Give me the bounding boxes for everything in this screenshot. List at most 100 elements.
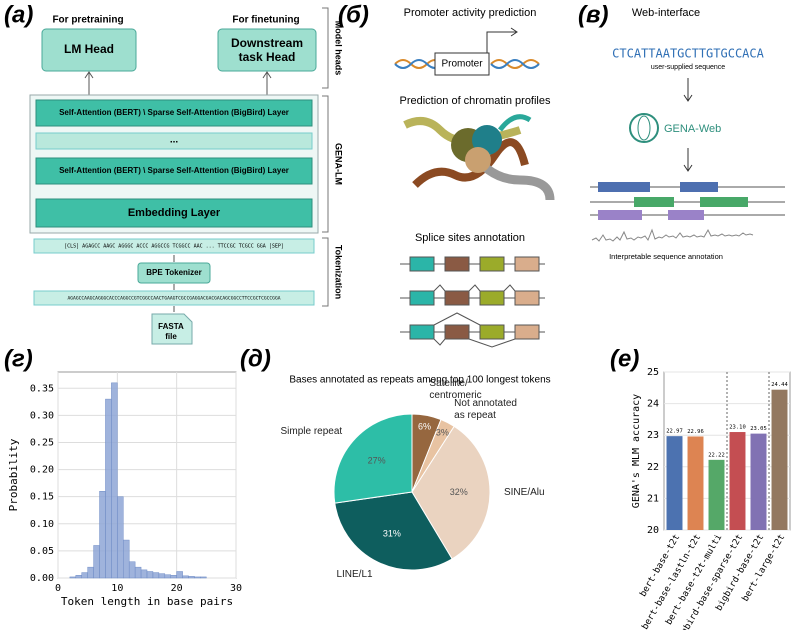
head-box bbox=[217, 28, 317, 72]
y-tick-label: 0.25 bbox=[30, 437, 54, 448]
exon bbox=[514, 256, 540, 272]
splice-illustration bbox=[400, 256, 545, 348]
bracket bbox=[322, 237, 329, 307]
y-tick-label: 21 bbox=[647, 493, 659, 504]
layer bbox=[35, 99, 313, 127]
head-label: LM Head bbox=[64, 42, 114, 56]
slice-value-label: 3% bbox=[436, 427, 449, 437]
x-tick-label: 10 bbox=[111, 583, 123, 594]
value-label: 22.97 bbox=[666, 429, 683, 435]
caption: Interpretable sequence annotation bbox=[609, 252, 723, 261]
file-icon bbox=[151, 313, 193, 345]
histogram-bar bbox=[140, 569, 148, 579]
panel-label: (б) bbox=[338, 1, 369, 28]
panel-title: Prediction of chromatin profiles bbox=[399, 95, 551, 107]
layer bbox=[35, 198, 313, 228]
panel-a: For pretraining For finetuning LM Head D… bbox=[29, 7, 344, 345]
feature bbox=[598, 210, 642, 220]
sequence: CTCATTAATGCTTGTGCCACA bbox=[612, 47, 764, 61]
value-label: 22.96 bbox=[687, 429, 704, 435]
exon bbox=[514, 324, 540, 340]
panel-title: Splice sites annotation bbox=[415, 232, 525, 244]
histogram-bar bbox=[164, 574, 171, 579]
plot-area bbox=[663, 371, 791, 531]
chart-title: Bases annotated as repeats among top 100… bbox=[289, 375, 550, 386]
y-tick-label: 0.10 bbox=[30, 519, 54, 530]
promoter-label: Promoter bbox=[441, 59, 483, 70]
slice-label: Not annotated as repeat bbox=[454, 398, 517, 422]
pie-slice bbox=[334, 491, 453, 571]
exon bbox=[479, 256, 505, 272]
histogram-bar bbox=[146, 571, 154, 579]
section-label: GENA-LM bbox=[334, 143, 344, 185]
bracket bbox=[322, 95, 329, 233]
value-label: 24.44 bbox=[771, 382, 788, 388]
exon bbox=[444, 256, 470, 272]
head-label: task Head bbox=[239, 50, 296, 64]
histogram-bar bbox=[93, 545, 100, 579]
x-tick-label: 0 bbox=[55, 583, 61, 594]
histogram-bar bbox=[188, 576, 195, 579]
feature bbox=[668, 210, 704, 220]
slice-value-label: 32% bbox=[450, 487, 468, 497]
histogram-bar bbox=[111, 382, 118, 579]
panel-b: Promoter activity prediction Promoter Pr… bbox=[394, 7, 555, 348]
panel-title: Promoter activity prediction bbox=[404, 7, 537, 19]
histogram-bar bbox=[99, 491, 106, 579]
caption: user-supplied sequence bbox=[651, 64, 725, 71]
section-label: Tokenization bbox=[334, 245, 344, 299]
slice-label: SINE/Alu bbox=[503, 487, 545, 499]
logo bbox=[637, 115, 651, 141]
histogram-chart: 0.00 0.05 0.10 0.15 0.20 0.25 0.30 0.35 0 10 20 30T… bbox=[7, 371, 242, 608]
layer bbox=[35, 132, 313, 150]
layer-label: Embedding Layer bbox=[128, 207, 221, 219]
y-tick-label: 0.35 bbox=[30, 383, 54, 394]
value-label: 22.22 bbox=[708, 452, 725, 458]
value-label: 23.10 bbox=[729, 425, 746, 431]
exon bbox=[444, 290, 470, 306]
arrow bbox=[683, 78, 693, 102]
slice-value-label: 27% bbox=[368, 456, 386, 466]
y-tick-label: 0.20 bbox=[30, 465, 54, 476]
histogram-bar bbox=[170, 575, 177, 579]
bar bbox=[708, 459, 725, 530]
feature bbox=[700, 197, 748, 207]
fiber bbox=[412, 138, 529, 188]
histogram-bar bbox=[87, 566, 94, 579]
y-tick-label: 25 bbox=[647, 367, 659, 378]
arrow bbox=[683, 148, 693, 172]
signal bbox=[591, 228, 754, 242]
exon bbox=[409, 290, 435, 306]
panel-label: (а) bbox=[4, 1, 33, 28]
y-axis-label: Probability bbox=[7, 438, 20, 511]
plot-area bbox=[57, 371, 237, 579]
panel-title: Web-interface bbox=[632, 7, 700, 19]
logo bbox=[629, 113, 659, 143]
bar bbox=[750, 433, 767, 530]
histogram-bar bbox=[158, 573, 166, 579]
bar bbox=[729, 432, 746, 530]
panel-label: (г) bbox=[4, 345, 33, 372]
y-tick-label: 0.30 bbox=[30, 410, 54, 421]
protein bbox=[465, 147, 491, 173]
ellipsis: ... bbox=[170, 135, 179, 146]
bar-chart: 20212223242522.97bert-base-t2t22.96bert-… bbox=[631, 367, 791, 630]
pie-chart: Bases annotated as repeats among top 100… bbox=[289, 375, 551, 571]
sequence-row bbox=[33, 290, 315, 306]
layer-label: Self-Attention (BERT) \ Sparse Self-Atte… bbox=[59, 108, 289, 117]
bracket bbox=[322, 7, 329, 89]
y-tick-label: 24 bbox=[647, 399, 659, 410]
section-label: Model heads bbox=[334, 21, 344, 76]
service-name: GENA-Web bbox=[664, 123, 721, 135]
y-tick-label: 20 bbox=[647, 525, 659, 536]
file-label: file bbox=[165, 332, 177, 341]
exon bbox=[444, 324, 470, 340]
x-tick-label: 20 bbox=[171, 583, 183, 594]
feature bbox=[598, 182, 650, 192]
feature bbox=[634, 197, 674, 207]
tokens: [CLS] AGAGCC AAGC AGGGC ACCC AGGCCG TCGG… bbox=[64, 244, 284, 250]
feature bbox=[680, 182, 718, 192]
exon bbox=[409, 256, 435, 272]
pie-slice bbox=[411, 425, 491, 560]
label: For pretraining bbox=[52, 15, 123, 26]
